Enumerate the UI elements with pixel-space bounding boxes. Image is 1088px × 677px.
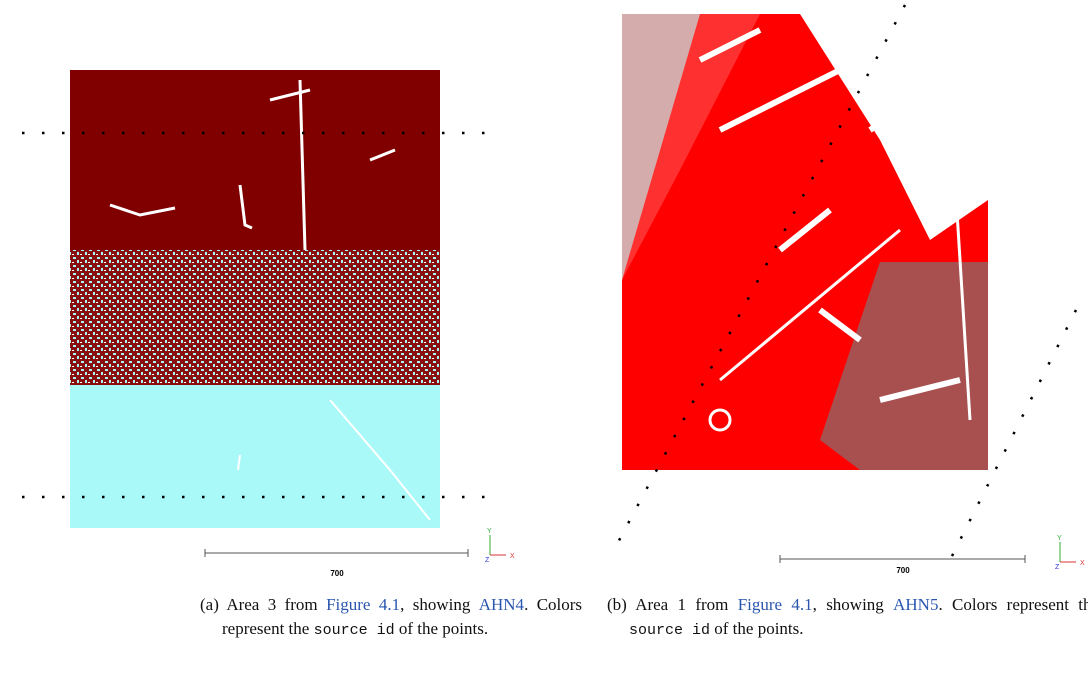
caption: (b) Area 1 from Figure 4.1, showing AHN5… — [607, 593, 1088, 643]
caption: (a) Area 3 from Figure 4.1, showing AHN4… — [200, 593, 582, 643]
axis-icon: Y X Z — [1055, 535, 1085, 571]
axis-icon: Y X Z — [485, 528, 515, 564]
caption-text: Area 1 from — [635, 595, 728, 614]
panel-b-image — [622, 14, 988, 470]
figure-ref[interactable]: Figure 4.1 — [738, 595, 813, 614]
axis-z: Z — [485, 557, 490, 564]
caption-label: (a) — [200, 595, 219, 614]
scale-label: 700 — [330, 569, 344, 578]
caption-text: , showing — [813, 595, 884, 614]
caption-text: of the points. — [399, 619, 488, 638]
axis-x: X — [510, 553, 515, 560]
caption-text: . Colors represent the — [938, 595, 1088, 614]
scale-label: 700 — [896, 566, 910, 575]
code-text: source id — [629, 622, 710, 639]
page: 700 Y X Z 700 Y X Z (a) Area 3 from Figu… — [0, 0, 1088, 677]
axis-y: Y — [1057, 535, 1062, 542]
caption-text: of the points. — [714, 619, 803, 638]
axis-y: Y — [487, 528, 492, 535]
caption-text: Area 3 from — [226, 595, 317, 614]
acronym-link[interactable]: AHN5 — [893, 595, 938, 614]
code-text: source id — [314, 622, 395, 639]
axis-z: Z — [1055, 564, 1060, 571]
caption-label: (b) — [607, 595, 627, 614]
acronym-link[interactable]: AHN4 — [479, 595, 524, 614]
axis-x: X — [1080, 560, 1085, 567]
panel-a-image — [70, 70, 440, 528]
figure-graphics: 700 Y X Z 700 Y X Z — [0, 0, 1088, 677]
figure-ref[interactable]: Figure 4.1 — [326, 595, 400, 614]
caption-text: , showing — [400, 595, 470, 614]
